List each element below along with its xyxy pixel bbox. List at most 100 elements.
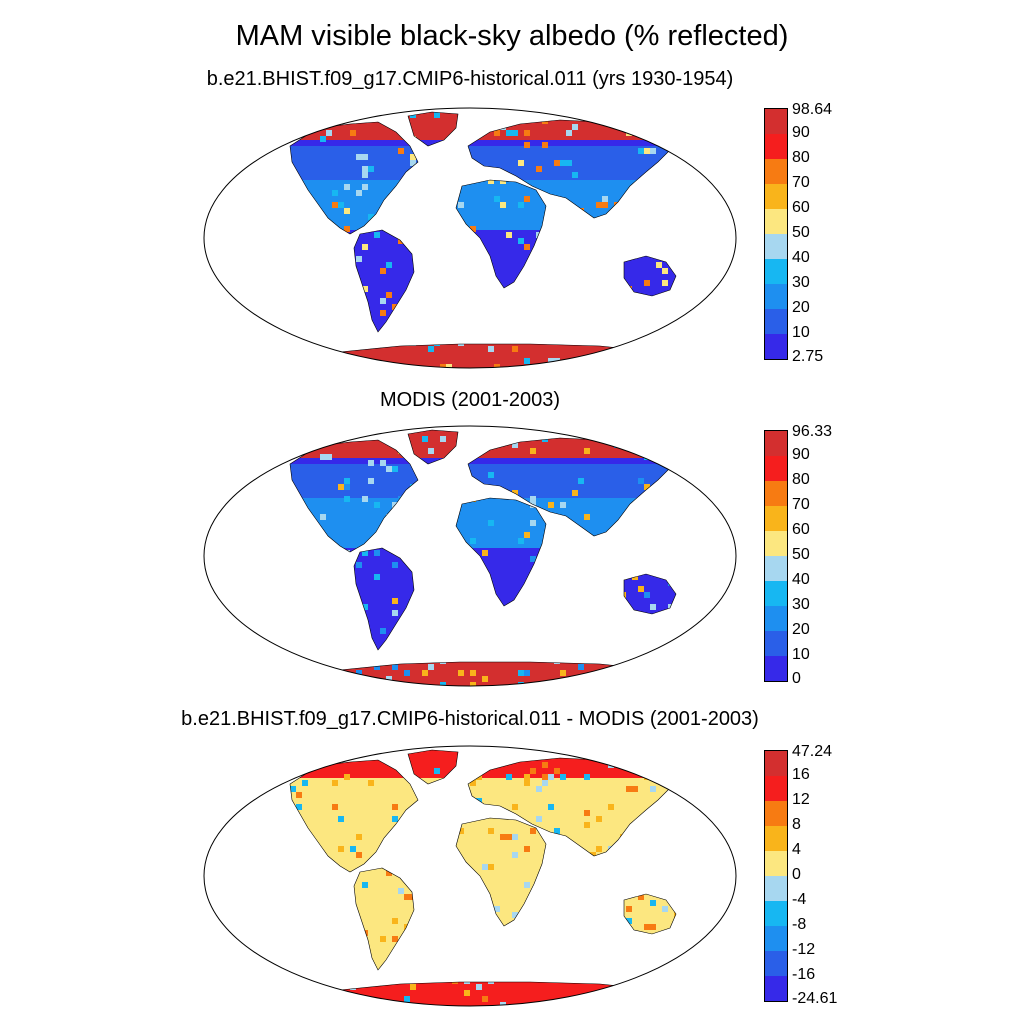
grid-cell	[440, 472, 446, 478]
grid-cell	[734, 804, 740, 810]
grid-cell	[332, 298, 338, 304]
grid-cell	[632, 786, 638, 792]
grid-cell	[380, 936, 386, 942]
colorbar-segment	[765, 801, 787, 826]
grid-cell	[362, 166, 368, 172]
grid-cell	[596, 202, 602, 208]
grid-cell	[206, 124, 212, 130]
grid-cell	[410, 160, 416, 166]
grid-cell	[344, 520, 350, 526]
grid-cell	[704, 430, 710, 436]
grid-cell	[458, 670, 464, 676]
grid-cell	[698, 888, 704, 894]
grid-cell	[290, 864, 296, 870]
grid-cell	[392, 466, 398, 472]
grid-cell	[332, 942, 338, 948]
grid-cell	[368, 780, 374, 786]
grid-cell	[602, 202, 608, 208]
grid-cell	[638, 478, 644, 484]
south-america-outline	[353, 867, 415, 971]
grid-cell	[230, 858, 236, 864]
grid-cell	[488, 472, 494, 478]
grid-cell	[236, 918, 242, 924]
grid-cell	[482, 604, 488, 610]
grid-cell	[248, 634, 254, 640]
grid-cell	[218, 352, 224, 358]
grid-cell	[302, 190, 308, 196]
grid-cell	[356, 190, 362, 196]
grid-cell	[446, 942, 452, 948]
grid-cell	[422, 436, 428, 442]
grid-cell	[440, 658, 446, 664]
grid-cell	[290, 544, 296, 550]
grid-cell	[494, 196, 500, 202]
grid-cell	[338, 846, 344, 852]
colorbar-segment	[765, 309, 787, 334]
grid-cell	[440, 646, 446, 652]
grid-cell	[464, 978, 470, 984]
grid-cell	[650, 900, 656, 906]
grid-cell	[278, 178, 284, 184]
grid-cell	[386, 870, 392, 876]
grid-cell	[350, 646, 356, 652]
grid-cell	[230, 544, 236, 550]
grid-cell	[284, 244, 290, 250]
grid-cell	[488, 978, 494, 984]
grid-cell	[548, 358, 554, 364]
grid-cell	[572, 852, 578, 858]
grid-cell	[674, 858, 678, 864]
grid-cell	[344, 478, 350, 484]
grid-cell	[734, 664, 740, 670]
grid-cell	[680, 286, 686, 292]
grid-cell	[584, 942, 590, 948]
grid-cell	[458, 906, 464, 912]
grid-cell	[446, 532, 452, 538]
antarctica-outline	[303, 661, 679, 686]
greenland-outline	[407, 429, 459, 465]
grid-cell	[650, 532, 656, 538]
grid-cell	[656, 262, 662, 268]
grid-cell	[722, 106, 728, 112]
grid-cell	[386, 262, 392, 268]
grid-cell	[548, 604, 554, 610]
grid-cell	[698, 682, 704, 688]
grid-cell	[266, 430, 272, 436]
grid-cell	[722, 178, 728, 184]
grid-cell	[302, 918, 308, 924]
grid-cell	[626, 286, 632, 292]
grid-cell	[392, 664, 398, 670]
grid-cell	[218, 622, 224, 628]
grid-cell	[686, 942, 692, 948]
grid-cell	[344, 184, 350, 190]
grid-cell	[662, 508, 668, 514]
grid-cell	[602, 652, 608, 658]
grid-cell	[356, 562, 362, 568]
grid-cell	[362, 286, 368, 292]
grid-cell	[236, 544, 242, 550]
grid-cell	[380, 628, 386, 634]
grid-cell	[668, 316, 674, 322]
grid-cell	[698, 918, 704, 924]
grid-cell	[392, 936, 398, 942]
grid-cell	[518, 238, 524, 244]
map-panel-1	[203, 106, 737, 369]
grid-cell	[416, 942, 422, 948]
grid-cell	[602, 196, 608, 202]
grid-cell	[422, 670, 428, 676]
grid-cell	[452, 154, 458, 160]
map-border	[203, 745, 737, 1007]
grid-cell	[218, 676, 224, 682]
grid-cell	[692, 984, 698, 990]
grid-cell	[410, 484, 416, 490]
grid-cell	[512, 130, 518, 136]
grid-cell	[542, 762, 548, 768]
grid-cell	[416, 948, 422, 954]
grid-cell	[668, 954, 674, 960]
grid-cell	[644, 924, 650, 930]
grid-cell	[332, 918, 338, 924]
colorbar-segment	[765, 976, 787, 1001]
grid-cell	[236, 280, 242, 286]
grid-cell	[266, 448, 272, 454]
grid-cell	[338, 816, 344, 822]
grid-cell	[638, 852, 644, 858]
